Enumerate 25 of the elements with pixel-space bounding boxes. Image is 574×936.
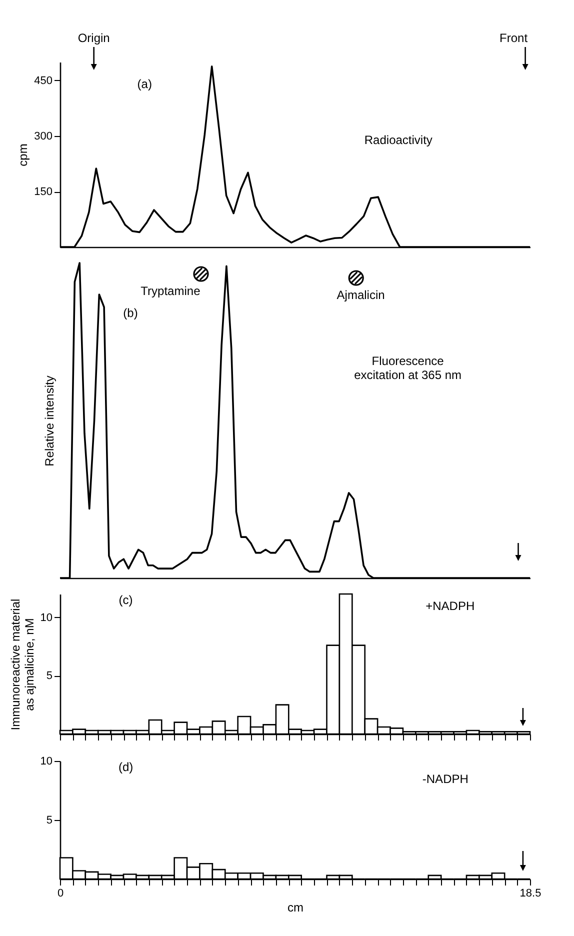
y-axis-title: cpm xyxy=(16,144,30,166)
text: Origin xyxy=(78,31,110,45)
y-axis-title: Relative intensity xyxy=(42,376,56,466)
y-tick-label: 10 xyxy=(40,756,52,768)
annotation: (a) xyxy=(137,77,152,91)
annotation: (c) xyxy=(118,593,133,607)
y-tick-label: 5 xyxy=(46,814,52,826)
annotation: (b) xyxy=(123,306,138,320)
x-tick-label: 0 xyxy=(57,888,64,900)
x-tick-label: 18.5 xyxy=(520,888,542,900)
y-tick-label: 150 xyxy=(34,186,52,198)
text: Front xyxy=(500,31,528,45)
annotation: Tryptamine xyxy=(140,284,201,298)
annotation: (d) xyxy=(118,760,134,774)
annotation: -NADPH xyxy=(422,772,468,786)
y-tick-label: 10 xyxy=(40,612,52,624)
y-tick-label: 450 xyxy=(34,75,52,87)
x-axis-title: cm xyxy=(288,900,304,914)
y-tick-label: 5 xyxy=(46,670,52,682)
annotation: Fluorescence excitation at 365 nm xyxy=(354,354,462,382)
annotation: Radioactivity xyxy=(364,133,432,147)
y-tick-label: 300 xyxy=(34,130,52,142)
annotation: +NADPH xyxy=(426,599,475,613)
y-axis-title: Immunoreactive material as ajmalicine, nM xyxy=(8,598,36,730)
annotation: Ajmalicin xyxy=(336,288,385,302)
